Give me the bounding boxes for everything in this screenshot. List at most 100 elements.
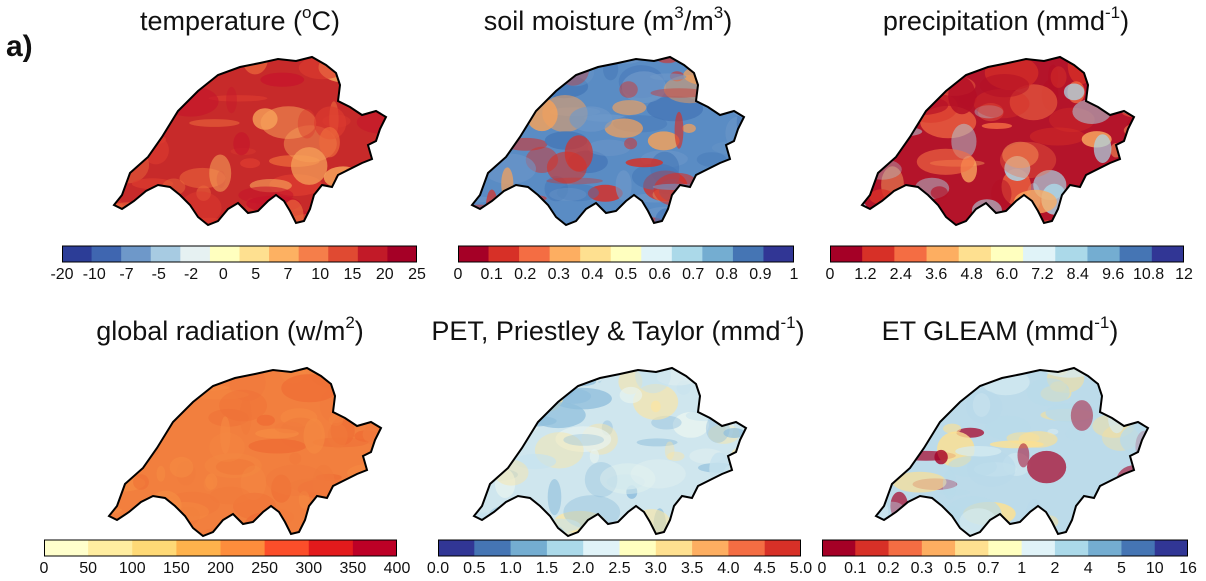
colorbar-swatch (357, 246, 388, 262)
map-texture-patch (694, 496, 722, 513)
map-texture-patch (501, 167, 514, 201)
colorbar-swatch (328, 246, 359, 262)
map-texture-patch (260, 106, 317, 139)
colorbar-tick-label: 6.0 (995, 266, 1019, 283)
map-texture-patch (109, 368, 125, 391)
map-texture-patch (203, 476, 214, 492)
map-texture-patch (289, 452, 302, 465)
map-texture-patch (162, 86, 219, 117)
colorbar-tick-label: 0.5 (614, 266, 638, 283)
map-texture-patch (1027, 57, 1058, 59)
map-texture-patch (1109, 71, 1134, 96)
colorbar-swatch (1023, 246, 1056, 262)
map-texture-patch (1100, 502, 1126, 512)
map-texture-patch (1098, 509, 1148, 536)
pet-colorbar-ticks: 0.0 0.5 1.0 1.5 2.0 2.5 3.0 3.5 4.0 4.5 5.0 (427, 560, 812, 580)
colorbar-swatch (239, 246, 270, 262)
colorbar-tick-label: 10 (311, 266, 330, 283)
map-texture-patch (930, 506, 945, 530)
map-texture-patch (1084, 368, 1121, 369)
map-texture-patch (906, 402, 944, 416)
map-texture-patch (173, 45, 192, 56)
map-texture-patch (862, 72, 902, 102)
map-texture-patch (129, 518, 162, 536)
colorbar-swatch (1055, 246, 1088, 262)
map-texture-patch (900, 434, 921, 457)
map-texture-patch (319, 127, 340, 158)
map-texture-patch (951, 356, 971, 363)
colorbar-swatch (176, 540, 222, 556)
map-texture-patch (922, 57, 957, 60)
map-texture-patch (488, 433, 528, 447)
map-texture-patch (612, 100, 647, 116)
map-texture-patch (1122, 497, 1139, 505)
map-texture-patch (916, 148, 975, 175)
colorbar-swatch (619, 540, 657, 556)
map-texture-patch (556, 184, 599, 202)
map-texture-patch (880, 410, 934, 439)
colorbar-frame (822, 539, 1188, 557)
map-texture-patch (344, 165, 384, 179)
map-texture-patch (650, 73, 687, 81)
map-texture-patch (886, 368, 918, 392)
country-border (860, 55, 1136, 227)
map-texture-patch (303, 418, 325, 454)
colorbar-tick-label: 0.2 (514, 266, 537, 283)
map-texture-patch (911, 368, 949, 377)
colorbar-tick-label: 16 (1179, 560, 1197, 577)
map-texture-patch (1111, 57, 1134, 71)
map-texture-patch (271, 474, 292, 503)
map-texture-patch (722, 482, 742, 507)
map-texture-patch (701, 501, 736, 516)
country-border (874, 366, 1150, 538)
map-texture-patch (647, 131, 680, 151)
map-texture-patch (565, 368, 597, 378)
map-texture-patch (930, 186, 948, 200)
colorbar-swatch (888, 540, 923, 556)
map-texture-patch (362, 80, 386, 96)
map-texture-patch (327, 423, 348, 449)
et-gleam-panel: ET GLEAM (mmd-1) 0 0.1 0.2 0.3 0.5 0.7 1 2 4 5 10 1… (800, 290, 1200, 580)
map-texture-patch (625, 158, 663, 168)
map-texture-patch (474, 427, 502, 460)
map-texture-patch (682, 123, 696, 133)
colorbar-swatch (549, 246, 581, 262)
map-texture-patch (328, 506, 372, 536)
colorbar-swatch (655, 540, 693, 556)
colorbar-swatch (764, 540, 801, 556)
colorbar-swatch (728, 540, 766, 556)
map-texture-patch (1112, 199, 1134, 220)
colorbar-swatch (830, 246, 863, 262)
map-texture-patch (346, 516, 368, 536)
colorbar-frame (830, 245, 1184, 263)
precipitation-colorbar (830, 245, 1184, 263)
et-gleam-colorbar (822, 539, 1188, 557)
colorbar-tick-label: 20 (375, 266, 394, 283)
map-texture-patch (233, 132, 250, 156)
map-texture-patch (204, 453, 262, 479)
colorbar-tick-label: 0.5 (463, 560, 486, 577)
map-texture-patch (474, 409, 482, 446)
map-texture-patch (899, 57, 921, 77)
map-texture-patch (508, 194, 536, 208)
map-texture-patch (366, 375, 381, 398)
map-texture-patch (209, 154, 232, 192)
map-texture-patch (862, 153, 868, 191)
map-texture-patch (208, 408, 249, 427)
colorbar-swatch (641, 246, 673, 262)
map-texture-patch (242, 57, 268, 75)
map-texture-patch (885, 126, 923, 137)
map-texture-patch (328, 414, 344, 426)
map-texture-patch (500, 368, 515, 369)
map-texture-patch (133, 506, 147, 528)
map-texture-patch (939, 489, 971, 496)
precipitation-map (860, 55, 1136, 227)
colorbar-swatch (583, 540, 620, 556)
map-texture-patch (169, 456, 194, 478)
colorbar-swatch (91, 246, 122, 262)
colorbar-tick-label: 8.4 (1066, 266, 1089, 283)
temperature-title: temperature (oC) (139, 3, 341, 36)
colorbar-swatch (264, 540, 310, 556)
map-texture-patch (472, 128, 482, 156)
colorbar-tick-label: 0.0 (426, 560, 450, 577)
